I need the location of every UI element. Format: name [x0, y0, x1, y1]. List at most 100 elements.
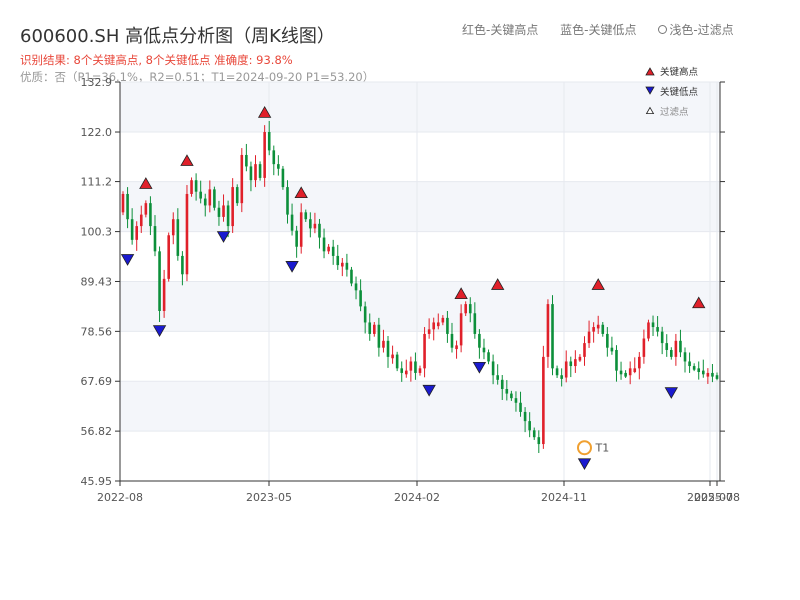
candle-body — [542, 356, 545, 445]
key-low-marker — [472, 361, 487, 374]
candle-body — [578, 356, 582, 361]
candle-body — [181, 255, 184, 275]
candle-body — [341, 262, 344, 267]
key-high-marker — [591, 278, 605, 290]
key-high-marker — [692, 296, 706, 309]
x-tick-label: 2024-02 — [394, 491, 440, 504]
candle-body — [272, 150, 276, 165]
t1-circle — [576, 440, 592, 456]
candle-body — [464, 304, 467, 314]
candle-body — [670, 349, 673, 357]
legend-blue-text: 蓝色-关键低点 — [560, 23, 637, 37]
background-bands — [120, 82, 720, 432]
candle-body — [322, 237, 326, 252]
x-tick-label: 2024-11 — [541, 491, 587, 504]
candle-body — [459, 313, 463, 346]
candle-body — [203, 198, 207, 206]
candle-body — [660, 331, 664, 344]
candle-body — [217, 207, 221, 217]
chart-title: 600600.SH 高低点分析图（周K线图） — [20, 26, 335, 47]
legend-filtered-label: 过滤点 — [660, 106, 689, 118]
x-tick-label: 2023-05 — [246, 491, 292, 504]
pivot-markers: T1 — [120, 106, 706, 471]
candle-body — [135, 226, 139, 240]
candle-body — [158, 251, 161, 311]
candle-body — [473, 313, 477, 334]
candle-body — [697, 368, 701, 373]
candle-body — [628, 368, 632, 376]
candle-body — [327, 246, 330, 252]
candle-body — [286, 187, 289, 215]
y-tick-label: 111.2 — [81, 176, 113, 189]
axes: 132.9 122.0 111.2 100.3 89.43 78.56 67.69 56.82… — [81, 76, 740, 504]
candle-body — [487, 352, 490, 362]
candle-body — [176, 219, 180, 256]
candle-body — [587, 331, 591, 344]
candle-body — [510, 393, 513, 399]
x-tick-label: 2025-07 — [687, 491, 733, 504]
top-legend: 红色-关键高点 蓝色-关键低点 浅色-过滤点 — [462, 21, 734, 38]
candle-body — [249, 166, 253, 181]
candle-body — [240, 154, 244, 204]
y-tick-label: 122.0 — [81, 126, 113, 139]
y-tick-label: 78.56 — [81, 325, 113, 338]
candle-body — [633, 368, 637, 373]
candle-body — [386, 340, 390, 357]
candle-body — [592, 327, 595, 332]
candle-body — [258, 164, 262, 178]
candle-body — [295, 230, 298, 247]
candle-body — [574, 359, 577, 367]
candle-body — [185, 193, 189, 275]
candle-body — [500, 379, 504, 389]
candle-body — [409, 361, 413, 371]
candle-body — [267, 132, 271, 151]
candle-body — [199, 191, 202, 199]
candle-body — [395, 354, 399, 369]
candle-body — [674, 340, 678, 357]
candle-body — [222, 205, 225, 217]
candle-body — [373, 324, 376, 334]
quality-info: 优质：否（P1=36.1%，R2=0.51；T1=2024-09-20 P1=5… — [20, 70, 375, 84]
candle-body — [555, 368, 559, 376]
candle-body — [638, 356, 641, 369]
y-tick-label: 56.82 — [81, 425, 113, 438]
candle-body — [601, 324, 605, 334]
candle-body — [149, 203, 152, 227]
t1-label: T1 — [594, 442, 609, 455]
candle-body — [610, 347, 614, 352]
candle-body — [299, 212, 303, 247]
candle-body — [309, 219, 312, 229]
candle-body — [665, 343, 669, 350]
y-tick-label: 132.9 — [81, 76, 113, 89]
candle-body — [569, 361, 573, 367]
candle-body — [213, 189, 216, 208]
x-tick-label: 2025-08 — [694, 491, 740, 504]
candle-body — [368, 322, 372, 334]
candle-body — [514, 398, 518, 403]
candles — [121, 121, 719, 454]
candle-body — [130, 219, 134, 240]
candle-body — [377, 324, 381, 348]
y-tick-label: 100.3 — [81, 226, 113, 239]
legend-low-label: 关键低点 — [660, 86, 699, 98]
candle-body — [532, 430, 536, 438]
chart-subtitle: 识别结果: 8个关键高点, 8个关键低点 准确度: 93.8% — [20, 53, 293, 67]
candle-body — [171, 219, 175, 236]
candle-body — [235, 187, 239, 204]
candle-body — [528, 421, 531, 431]
key-low-marker — [152, 325, 167, 337]
legend-red-text: 红色-关键高点 — [462, 23, 539, 37]
candle-body — [482, 347, 486, 353]
candle-body — [446, 317, 449, 334]
legend-high-icon — [645, 67, 655, 76]
candle-body — [363, 306, 367, 323]
candle-body — [688, 361, 691, 367]
candle-body — [537, 437, 541, 445]
candle-body — [162, 278, 166, 311]
key-high-marker — [294, 186, 308, 199]
x-tick-label: 2022-08 — [97, 491, 143, 504]
key-low-marker — [577, 458, 592, 471]
y-tick-label: 67.69 — [81, 375, 113, 388]
grid-band — [120, 82, 720, 133]
key-low-marker — [422, 384, 436, 397]
